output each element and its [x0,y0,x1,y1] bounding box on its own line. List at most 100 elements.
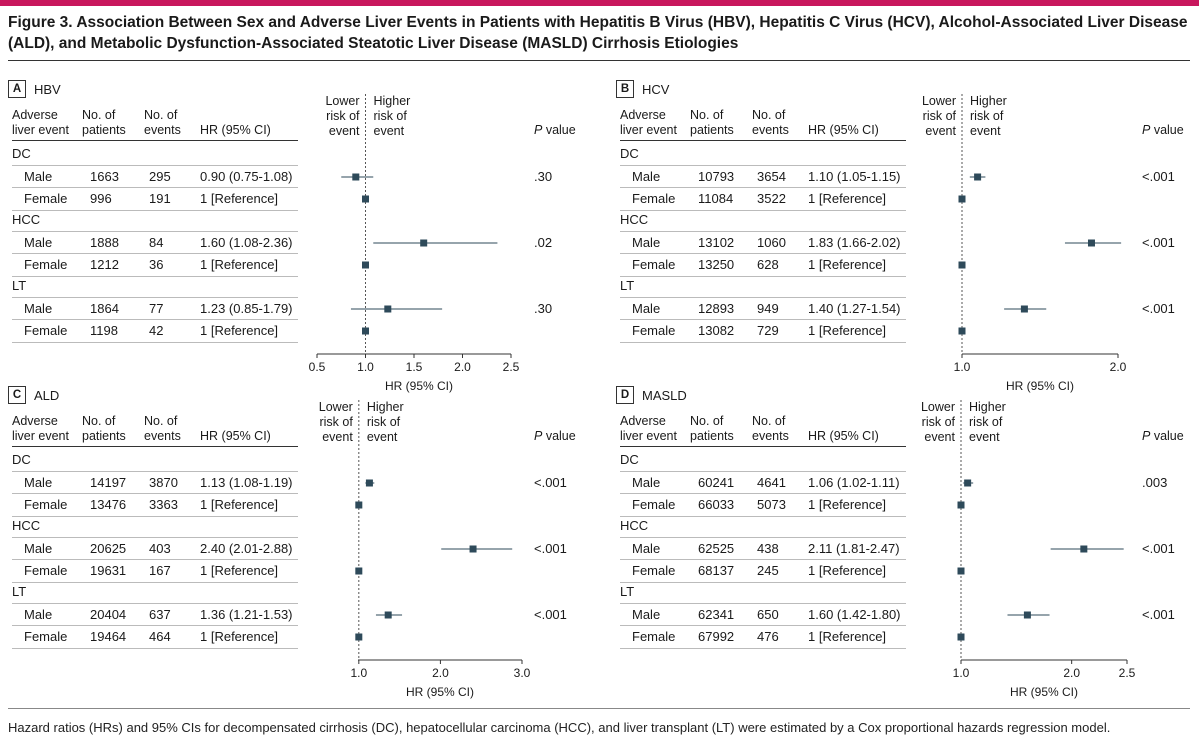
row-hr: 1 [Reference] [200,629,279,644]
row-events: 3522 [757,191,786,206]
row-hr: 1 [Reference] [200,497,279,512]
lower-risk-line: event [925,124,956,138]
header-patients: No. of patients [82,414,126,444]
row-sex: Female [632,629,676,644]
row-divider [12,559,298,560]
group-divider [12,648,298,649]
group-divider [12,276,298,277]
row-divider [12,537,298,538]
row-events: 5073 [757,497,786,512]
group-divider [620,582,906,583]
row-divider [620,297,906,298]
higher-risk-line: event [366,430,398,444]
hr-marker [958,195,966,203]
row-divider [620,231,906,232]
hr-marker [1087,239,1095,247]
hr-marker [1020,305,1028,313]
row-hr: 1.40 (1.27-1.54) [808,301,901,316]
header-p-value: P value [1142,123,1184,137]
row-events: 167 [149,563,171,578]
group-label: LT [12,278,27,293]
row-patients: 12893 [698,301,735,316]
panel-tag: B HCV [616,80,669,98]
header-patients-line1: No. of [690,108,724,122]
accent-bar [0,0,1199,6]
lower-risk-line: event [924,430,955,444]
row-events: 1060 [757,235,786,250]
row-sex: Male [632,475,661,490]
row-patients: 62525 [698,541,735,556]
row-divider [12,165,298,166]
header-events-line2: events [144,429,181,443]
header-event-line1: Adverse [12,414,58,428]
row-events: 464 [149,629,171,644]
row-patients: 68137 [698,563,735,578]
hr-marker [1080,545,1088,553]
header-p-value: P value [534,123,576,137]
header-patients-line2: patients [82,123,126,137]
row-divider [12,319,298,320]
header-events: No. of events [752,108,789,138]
header-event: Adverse liver event [620,108,677,138]
header-events-line2: events [752,123,789,137]
hr-marker [958,327,966,335]
row-hr: 1.10 (1.05-1.15) [808,169,901,184]
header-patients-line1: No. of [82,108,116,122]
higher-risk-line: event [970,124,1001,138]
higher-risk-label: Higher risk of event [970,94,1007,139]
row-sex: Male [24,235,53,250]
row-hr: 1.23 (0.85-1.79) [200,301,293,316]
row-events: 628 [757,257,779,272]
hr-marker [355,567,363,575]
lower-risk-label: Lower risk of event [318,94,359,139]
higher-risk-line: Higher [373,94,411,108]
p-italic: P [534,123,543,137]
group-divider [620,342,906,343]
p-rest: value [1150,429,1184,443]
p-rest: value [542,429,576,443]
group-label: HCC [12,518,41,533]
row-sex: Female [632,323,676,338]
panel-name: HBV [34,81,61,97]
row-p-value: .003 [1142,475,1168,490]
x-tick-label: 2.0 [1110,360,1127,374]
row-events: 637 [149,607,171,622]
row-patients: 13476 [90,497,127,512]
hr-marker [957,633,965,641]
p-italic: P [1142,429,1151,443]
panel-tag: D MASLD [616,386,687,404]
hr-marker [957,501,965,509]
row-sex: Female [24,191,68,206]
panel-letter: B [616,80,634,98]
higher-risk-label: Higher risk of event [969,400,1006,445]
row-events: 245 [757,563,779,578]
group-label: LT [12,584,27,599]
header-rule [620,446,906,447]
panel-hcv: B HCV Adverse liver event No. of patients No. … [616,80,1199,393]
header-event-line2: liver event [12,429,69,443]
row-p-value: <.001 [1142,235,1175,250]
x-axis-label: HR (95% CI) [1006,379,1074,393]
row-patients: 67992 [698,629,735,644]
row-patients: 19464 [90,629,127,644]
group-label: LT [620,584,635,599]
row-sex: Male [632,169,661,184]
row-events: 949 [757,301,779,316]
header-hr: HR (95% CI) [808,429,879,443]
forest-plot: 0.5 1.0 1.5 2.0 2.5 HR (95% CI) [309,94,520,393]
header-patients: No. of patients [690,108,734,138]
lower-risk-line: risk of [921,415,955,429]
hr-marker [964,479,972,487]
higher-risk-label: Higher risk of event [374,94,411,139]
x-axis-label: HR (95% CI) [1010,685,1078,699]
p-italic: P [534,429,543,443]
hr-marker [362,327,369,335]
row-divider [620,603,906,604]
row-events: 3363 [149,497,178,512]
group-label: HCC [620,212,649,227]
lower-risk-line: Lower [921,94,956,108]
row-sex: Female [632,257,676,272]
hr-marker [1023,611,1031,619]
row-divider [620,537,906,538]
row-p-value: <.001 [534,541,567,556]
